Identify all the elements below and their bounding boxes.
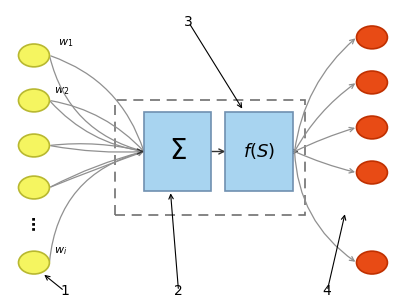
Bar: [115, 101, 304, 215]
Circle shape: [355, 71, 387, 94]
FancyArrowPatch shape: [294, 39, 353, 152]
Text: 2: 2: [174, 284, 182, 298]
Circle shape: [355, 116, 387, 139]
Circle shape: [18, 89, 49, 112]
Text: $f(S)$: $f(S)$: [242, 142, 274, 161]
Circle shape: [18, 176, 49, 199]
Circle shape: [18, 251, 49, 274]
FancyArrowPatch shape: [294, 84, 353, 152]
Circle shape: [18, 44, 49, 67]
Text: $\Sigma$: $\Sigma$: [168, 138, 186, 165]
Text: $w_2$: $w_2$: [54, 86, 69, 98]
FancyArrowPatch shape: [294, 152, 353, 173]
FancyArrowPatch shape: [51, 151, 142, 187]
Bar: [144, 112, 211, 191]
Bar: [225, 112, 292, 191]
Circle shape: [355, 26, 387, 49]
Circle shape: [355, 161, 387, 184]
Text: $w_1$: $w_1$: [57, 38, 73, 49]
Text: $w_i$: $w_i$: [54, 245, 67, 257]
Circle shape: [18, 134, 49, 157]
FancyArrowPatch shape: [49, 57, 144, 152]
FancyArrowPatch shape: [51, 146, 144, 152]
Text: $\mathbf{\cdots}$: $\mathbf{\cdots}$: [27, 215, 41, 231]
Text: 1: 1: [60, 284, 69, 298]
FancyArrowPatch shape: [49, 152, 144, 261]
Circle shape: [355, 251, 387, 274]
FancyArrowPatch shape: [294, 128, 353, 152]
Text: 3: 3: [184, 15, 193, 29]
FancyArrowPatch shape: [294, 152, 353, 261]
Text: 4: 4: [322, 284, 331, 298]
FancyArrowPatch shape: [50, 102, 144, 152]
